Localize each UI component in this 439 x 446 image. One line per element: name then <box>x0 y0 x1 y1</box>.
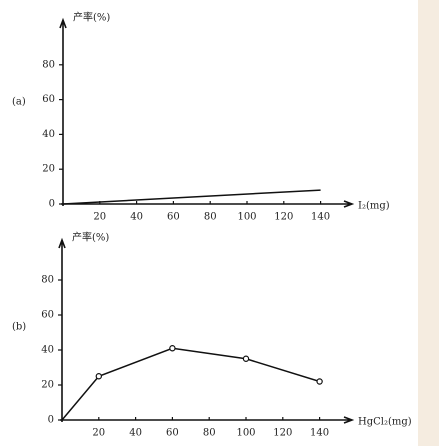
x-tick-label: 100 <box>237 212 256 223</box>
x-tick-label: 60 <box>166 428 179 439</box>
y-tick-label: 80 <box>42 59 55 70</box>
x-tick-label: 20 <box>92 428 105 439</box>
data-point <box>316 378 323 385</box>
x-tick-label: 120 <box>274 212 293 223</box>
x-axis-label: HgCl₂(mg) <box>358 417 412 428</box>
y-axis-label: 产率(%) <box>73 11 110 24</box>
y-tick-label: 20 <box>42 164 55 175</box>
y-tick-label: 60 <box>41 310 54 321</box>
y-axis-label: 产率(%) <box>72 231 109 244</box>
y-tick-label: 40 <box>42 129 55 140</box>
x-axis <box>60 416 355 424</box>
x-tick-label: 100 <box>236 428 255 439</box>
y-tick-label: 0 <box>49 199 55 210</box>
data-point <box>169 345 176 352</box>
y-tick-label: 20 <box>41 380 54 391</box>
x-tick-label: 80 <box>203 428 216 439</box>
panel-label: (b) <box>12 322 26 333</box>
x-axis-label: I₂(mg) <box>358 201 390 212</box>
y-axis <box>58 237 66 422</box>
data-point <box>95 373 103 380</box>
data-line <box>61 347 320 421</box>
x-tick-label: 40 <box>130 212 143 223</box>
data-point <box>242 355 250 362</box>
panel-label: (a) <box>12 97 26 108</box>
x-axis <box>61 200 355 208</box>
x-tick-label: 120 <box>273 428 292 439</box>
y-tick-label: 60 <box>42 94 55 105</box>
x-tick-label: 40 <box>129 428 142 439</box>
y-axis <box>59 17 67 206</box>
x-tick-label: 140 <box>310 428 329 439</box>
x-tick-label: 140 <box>311 212 330 223</box>
y-tick-label: 40 <box>41 345 54 356</box>
y-tick-label: 0 <box>48 415 54 426</box>
page-edge <box>418 0 439 446</box>
x-tick-label: 60 <box>167 212 180 223</box>
y-tick-label: 80 <box>41 275 54 286</box>
data-line <box>62 189 321 205</box>
x-tick-label: 80 <box>204 212 217 223</box>
x-tick-label: 20 <box>93 212 106 223</box>
